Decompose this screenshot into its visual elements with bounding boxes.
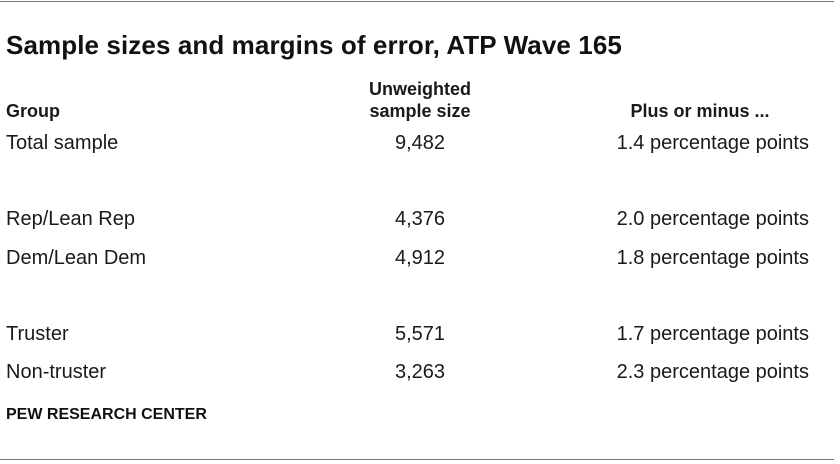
row-size-cell: 9,482 bbox=[394, 132, 446, 154]
row-moe-cell: 1.7 percentage points bbox=[616, 323, 809, 345]
row-group-cell: Truster bbox=[6, 323, 69, 345]
column-header-sample-size: Unweighted sample size bbox=[340, 78, 500, 122]
source-note: PEW RESEARCH CENTER bbox=[6, 406, 207, 423]
row-size-cell: 3,263 bbox=[394, 361, 446, 383]
column-header-group: Group bbox=[6, 101, 60, 121]
row-moe-cell: 2.0 percentage points bbox=[616, 208, 809, 230]
row-group-cell: Dem/Lean Dem bbox=[6, 247, 147, 269]
row-size-cell: 4,912 bbox=[394, 247, 446, 269]
row-moe-cell: 2.3 percentage points bbox=[616, 361, 809, 383]
row-moe-cell: 1.8 percentage points bbox=[616, 247, 809, 269]
bottom-rule bbox=[0, 459, 834, 460]
row-group-cell: Rep/Lean Rep bbox=[6, 208, 135, 230]
top-rule bbox=[0, 1, 834, 2]
column-header-sample-size-line1: Unweighted bbox=[369, 79, 471, 99]
row-size-cell: 5,571 bbox=[394, 323, 446, 345]
column-header-moe: Plus or minus ... bbox=[630, 101, 770, 121]
row-group-cell: Non-truster bbox=[6, 361, 107, 383]
row-moe-cell: 1.4 percentage points bbox=[616, 132, 809, 154]
column-header-sample-size-line2: sample size bbox=[369, 101, 471, 121]
row-size-cell: 4,376 bbox=[394, 208, 446, 230]
page-title: Sample sizes and margins of error, ATP W… bbox=[6, 30, 622, 60]
row-group-cell: Total sample bbox=[6, 132, 119, 154]
